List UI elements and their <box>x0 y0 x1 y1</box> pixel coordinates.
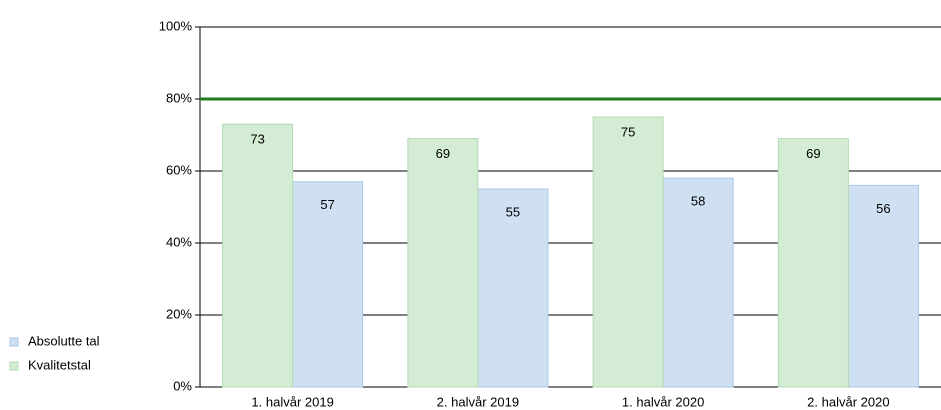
x-tick-label: 2. halvår 2020 <box>807 394 889 409</box>
y-tick-label: 60% <box>166 162 192 177</box>
bar <box>777 138 849 388</box>
legend-label: Kvalitetstal <box>28 357 91 372</box>
data-label: 55 <box>506 204 520 219</box>
legend-swatch <box>9 337 19 347</box>
bar <box>592 116 664 388</box>
data-label: 57 <box>320 197 334 212</box>
data-label: 75 <box>621 124 635 139</box>
y-tick-label: 40% <box>166 234 192 249</box>
y-tick-label: 80% <box>166 90 192 105</box>
bar <box>847 184 919 388</box>
data-label: 69 <box>436 146 450 161</box>
bar <box>292 181 364 388</box>
x-tick-label: 1. halvår 2019 <box>251 394 333 409</box>
legend-label: Absolutte tal <box>28 333 100 348</box>
data-label: 56 <box>876 201 890 216</box>
legend-swatch <box>9 361 19 371</box>
x-tick-label: 1. halvår 2020 <box>622 394 704 409</box>
y-tick-label: 20% <box>166 306 192 321</box>
data-label: 69 <box>806 146 820 161</box>
y-tick-label: 0% <box>173 378 192 393</box>
x-tick-label: 2. halvår 2019 <box>437 394 519 409</box>
bar <box>477 188 549 388</box>
data-label: 73 <box>250 132 264 147</box>
data-label: 58 <box>691 194 705 209</box>
bar <box>662 177 734 388</box>
bar <box>407 138 479 388</box>
bar <box>222 123 294 388</box>
y-tick-label: 100% <box>159 18 193 33</box>
